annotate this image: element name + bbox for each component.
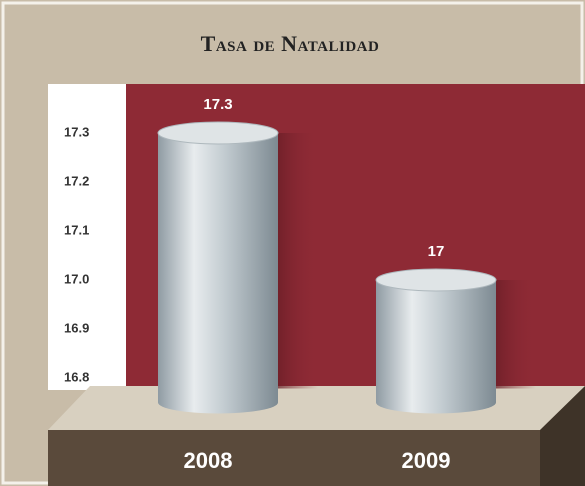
value-label: 17 — [428, 243, 445, 260]
axis-panel — [48, 84, 126, 390]
floor-front — [48, 430, 540, 486]
floor-top — [48, 386, 585, 430]
floor-side — [540, 386, 585, 486]
x-tick-label: 2009 — [402, 448, 451, 473]
bar-top — [375, 268, 497, 292]
y-tick-label: 17.2 — [64, 173, 89, 188]
y-tick-label: 16.8 — [64, 369, 89, 384]
x-tick-label: 2008 — [184, 448, 233, 473]
y-tick-label: 17.1 — [64, 222, 89, 237]
bar — [158, 133, 278, 403]
y-tick-label: 16.9 — [64, 320, 89, 335]
bar-top — [157, 121, 279, 145]
y-tick-label: 17.3 — [64, 124, 89, 139]
value-label: 17.3 — [203, 96, 232, 113]
y-tick-label: 17.0 — [64, 271, 89, 286]
bar — [376, 280, 496, 403]
chart-title: Tasa de Natalidad — [201, 31, 380, 56]
